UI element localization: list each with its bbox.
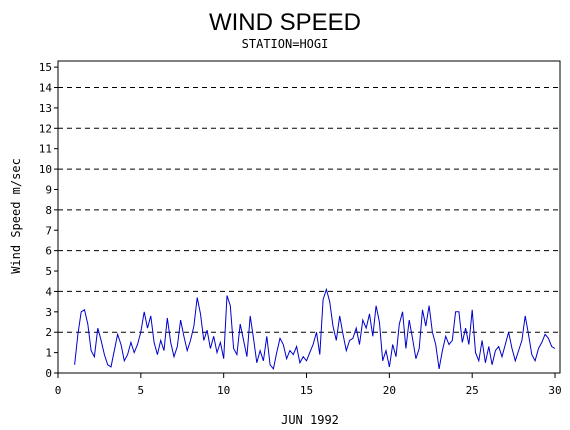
x-tick-label: 30: [548, 384, 561, 397]
y-tick-label: 11: [39, 143, 52, 156]
y-tick-label: 2: [45, 326, 52, 339]
y-tick-label: 12: [39, 122, 52, 135]
x-tick-label: 15: [300, 384, 313, 397]
x-tick-label: 0: [55, 384, 62, 397]
y-tick-label: 7: [45, 224, 52, 237]
chart-title: WIND SPEED: [209, 9, 361, 36]
y-tick-label: 1: [45, 347, 52, 360]
y-tick-label: 8: [45, 204, 52, 217]
gridlines: [58, 87, 560, 374]
x-axis-ticks: 0 5 10 15 20 25 30: [55, 373, 562, 397]
y-tick-label: 6: [45, 245, 52, 258]
y-axis-label: Wind Speed m/sec: [9, 158, 23, 274]
x-tick-label: 25: [466, 384, 479, 397]
plot-frame: [57, 60, 561, 374]
y-tick-label: 13: [39, 102, 52, 115]
y-tick-label: 9: [45, 183, 52, 196]
chart-subtitle: STATION=HOGI: [242, 37, 329, 51]
x-axis-label: JUN 1992: [281, 413, 339, 427]
y-tick-label: 4: [45, 285, 52, 298]
y-tick-label: 15: [39, 61, 52, 74]
series-line-wind-speed: [74, 287, 556, 371]
y-tick-label: 10: [39, 163, 52, 176]
y-tick-label: 3: [45, 306, 52, 319]
y-tick-label: 0: [45, 367, 52, 380]
x-tick-label: 10: [217, 384, 230, 397]
y-tick-label: 5: [45, 265, 52, 278]
y-tick-label: 14: [39, 82, 53, 95]
x-tick-label: 20: [383, 384, 396, 397]
x-tick-label: 5: [138, 384, 145, 397]
